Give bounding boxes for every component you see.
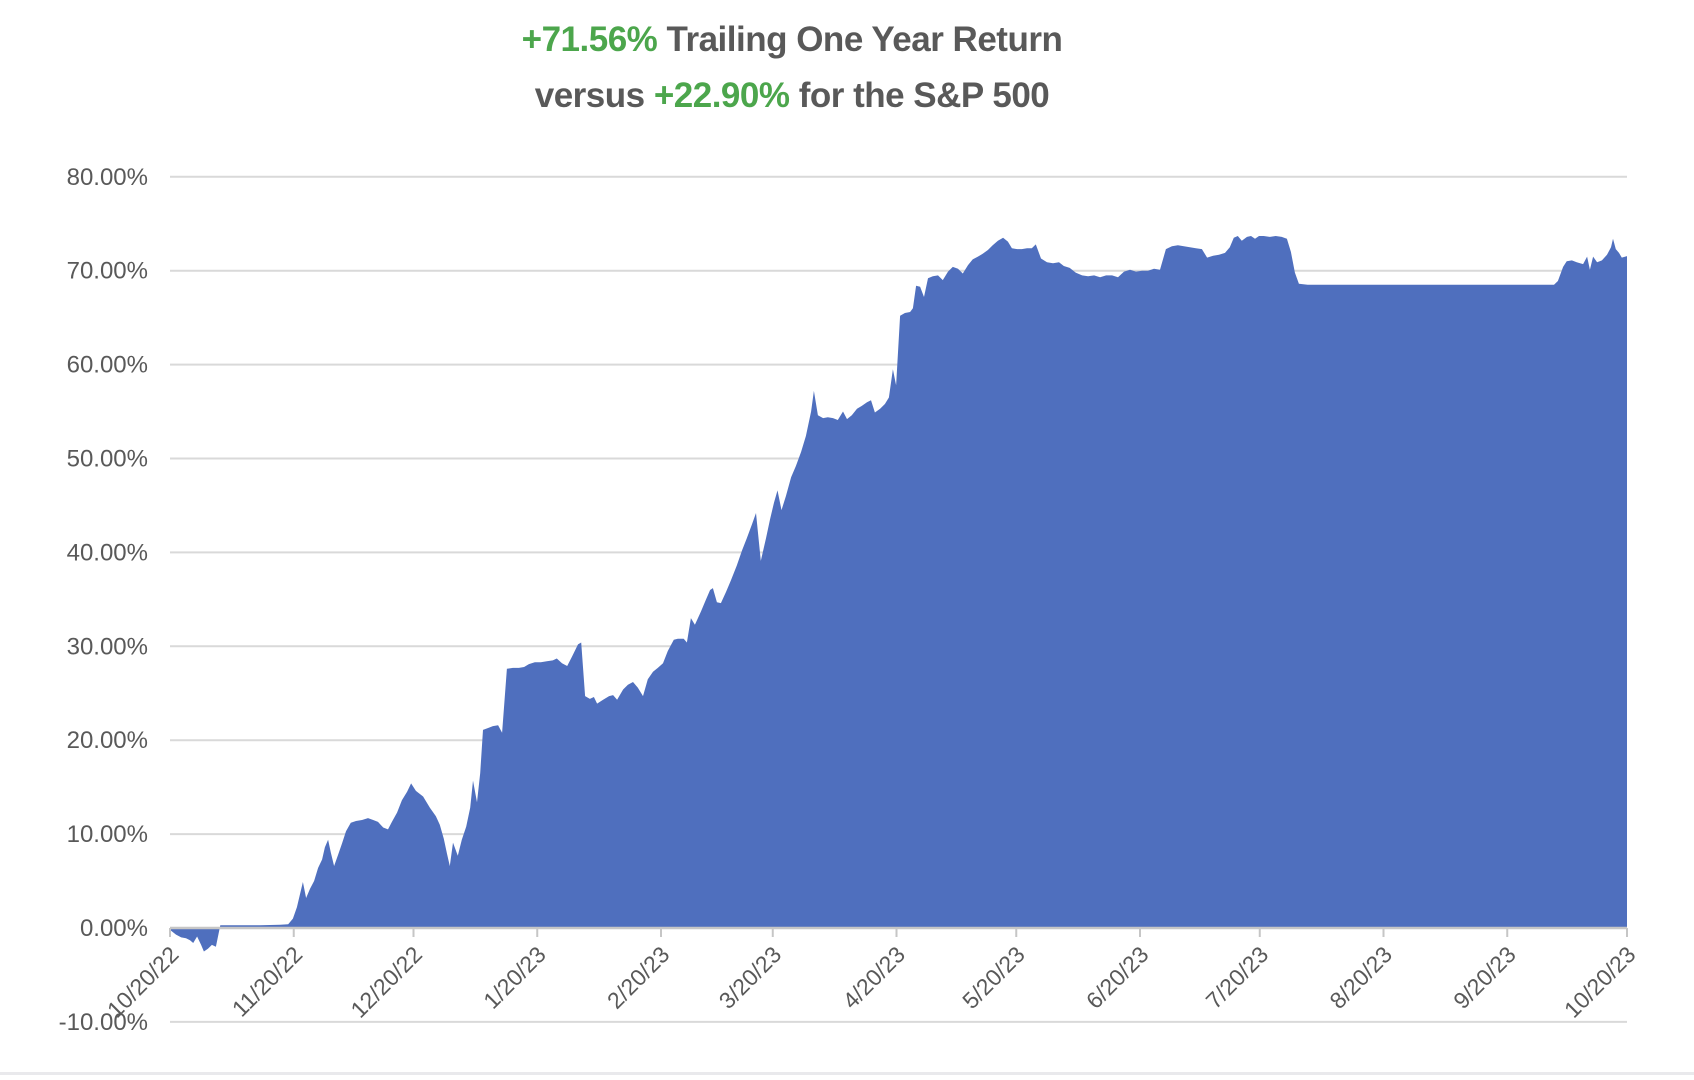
x-axis-tick-label: 11/20/22: [227, 941, 307, 1021]
x-axis-tick-label: 3/20/23: [714, 941, 787, 1014]
sp500-value-highlight: +22.90%: [653, 76, 790, 115]
chart-title: +71.56% Trailing One Year Return versus …: [0, 12, 1694, 124]
y-axis-tick-label: 60.00%: [67, 352, 148, 379]
y-axis-tick-label: 10.00%: [67, 821, 148, 848]
y-axis-tick-label: 40.00%: [67, 539, 148, 566]
x-axis-tick-label: 9/20/23: [1448, 941, 1521, 1014]
y-axis-tick-label: 70.00%: [67, 258, 148, 285]
x-axis-tick-label: 5/20/23: [957, 941, 1030, 1014]
x-axis-tick-label: 6/20/23: [1081, 941, 1154, 1014]
chart-title-line1-text: Trailing One Year Return: [657, 20, 1063, 59]
y-axis-tick-label: 80.00%: [67, 164, 148, 191]
y-axis-tick-label: 20.00%: [67, 727, 148, 754]
chart-title-line2-prefix: versus: [534, 76, 654, 115]
y-axis-tick-label: 30.00%: [67, 633, 148, 660]
return-value-highlight: +71.56%: [521, 20, 658, 59]
x-axis-tick-label: 2/20/23: [602, 941, 675, 1014]
window-bottom-edge: [0, 1072, 1694, 1075]
y-axis-tick-label: -10.00%: [59, 1009, 148, 1036]
chart-title-line2: versus +22.90% for the S&P 500: [0, 68, 1584, 124]
y-axis-tick-label: 0.00%: [80, 915, 148, 942]
y-axis-tick-label: 50.00%: [67, 446, 148, 473]
chart-title-line2-text: for the S&P 500: [789, 76, 1050, 115]
x-axis-tick-label: 12/20/22: [345, 941, 427, 1023]
x-axis-tick-label: 7/20/23: [1201, 941, 1274, 1014]
x-axis-tick-label: 10/20/23: [1559, 941, 1641, 1023]
x-axis-tick-label: 1/20/23: [478, 941, 551, 1014]
chart-title-line1: +71.56% Trailing One Year Return: [0, 12, 1584, 68]
x-axis-tick-label: 4/20/23: [837, 941, 910, 1014]
return-area-series: [170, 236, 1627, 952]
x-axis-tick-label: 8/20/23: [1324, 941, 1397, 1014]
